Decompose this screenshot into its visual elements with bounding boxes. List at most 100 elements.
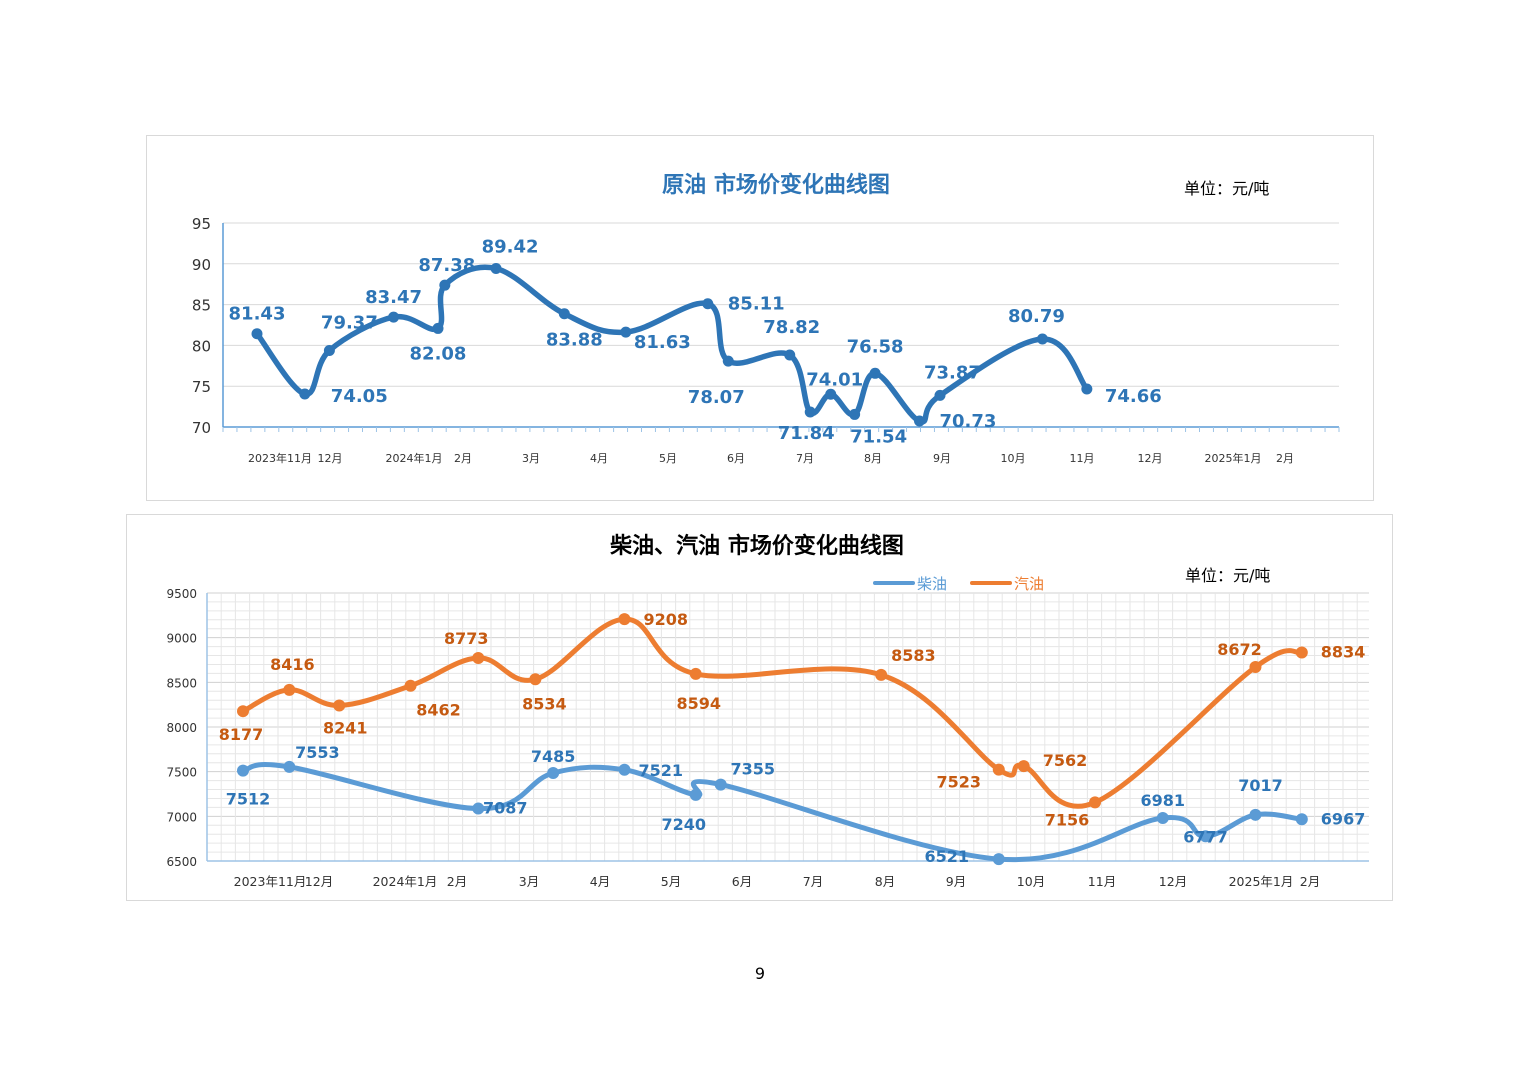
- data-point: [869, 367, 881, 379]
- gasoline-data-label: 8462: [416, 701, 461, 720]
- gasoline-data-label: 8241: [323, 718, 368, 737]
- diesel-gasoline-chart: 柴油、汽油 市场价变化曲线图 单位：元/吨 柴油 汽油 9500 9000 8500…: [126, 514, 1393, 901]
- data-points: [237, 613, 1308, 866]
- data-label: 89.42: [482, 237, 539, 258]
- diesel-data-point: [689, 788, 702, 801]
- diesel-data-label: 6981: [1141, 791, 1186, 810]
- data-label: 71.84: [778, 423, 835, 444]
- data-label: 83.88: [546, 330, 603, 351]
- x-tick-label: 2024年1月: [373, 874, 438, 889]
- x-tick-label: 9月: [933, 452, 951, 465]
- x-tick-label: 12月: [1159, 874, 1187, 889]
- diesel-data-point: [992, 853, 1005, 866]
- x-tick-label: 12月: [1138, 452, 1163, 465]
- y-tick-label: 8500: [166, 676, 197, 690]
- page-number: 9: [754, 964, 766, 983]
- gasoline-data-point: [1089, 796, 1102, 809]
- x-tick-label: 12月: [305, 874, 333, 889]
- data-point: [388, 311, 400, 323]
- diesel-data-label: 7240: [661, 815, 706, 834]
- diesel-data-label: 7512: [226, 790, 271, 809]
- data-label: 74.05: [331, 386, 388, 407]
- chart-unit-label: 单位：元/吨: [1185, 566, 1270, 585]
- x-tick-label: 7月: [796, 452, 814, 465]
- data-label: 70.73: [940, 411, 997, 432]
- gridlines: [206, 592, 1369, 862]
- gasoline-data-label: 7562: [1043, 751, 1088, 770]
- y-tick-label: 80: [192, 337, 211, 355]
- data-point: [299, 388, 311, 400]
- data-label: 78.82: [763, 317, 820, 338]
- gasoline-data-label: 7156: [1045, 810, 1090, 829]
- data-label: 80.79: [1008, 306, 1065, 327]
- diesel-data-point: [472, 802, 485, 815]
- gasoline-data-point: [529, 673, 542, 686]
- x-tick-label: 10月: [1017, 874, 1045, 889]
- crude-oil-chart-svg: 原油 市场价变化曲线图 单位：元/吨 95 90 85 80 75 70 2023年11月…: [192, 172, 1340, 465]
- diesel-data-label: 7553: [295, 743, 340, 762]
- data-point: [849, 408, 861, 420]
- diesel-data-point: [618, 763, 631, 776]
- diesel-data-point: [1249, 808, 1262, 821]
- y-tick-label: 9000: [166, 632, 197, 646]
- crude-oil-chart: 原油 市场价变化曲线图 单位：元/吨 95 90 85 80 75 70 2023年11月…: [146, 135, 1374, 501]
- legend: 柴油 汽油: [873, 575, 1044, 593]
- data-label: 73.87: [924, 362, 981, 383]
- legend-diesel-label: 柴油: [917, 575, 947, 593]
- data-point: [784, 349, 796, 361]
- data-label: 83.47: [365, 287, 422, 308]
- y-tick-label: 7000: [166, 810, 197, 824]
- x-tick-label: 8月: [875, 874, 895, 889]
- diesel-data-point: [547, 767, 560, 780]
- data-point: [1036, 333, 1048, 345]
- gasoline-data-label: 9208: [643, 610, 688, 629]
- gasoline-data-point: [1249, 660, 1262, 673]
- data-label: 76.58: [847, 336, 904, 357]
- data-point: [251, 328, 263, 340]
- gasoline-data-label: 8534: [522, 694, 567, 713]
- y-tick-label: 75: [192, 378, 211, 396]
- x-tick-label: 6月: [732, 874, 752, 889]
- gasoline-data-point: [618, 613, 631, 626]
- diesel-data-point: [1199, 830, 1212, 843]
- y-tick-label: 9500: [166, 587, 197, 601]
- gasoline-data-label: 8594: [676, 694, 721, 713]
- gasoline-data-label: 8773: [444, 629, 489, 648]
- data-point: [490, 263, 502, 275]
- x-tick-label: 11月: [1070, 452, 1095, 465]
- x-tick-label: 2024年1月: [386, 451, 443, 465]
- diesel-data-label: 7087: [483, 799, 528, 818]
- data-label: 71.54: [850, 426, 907, 447]
- gasoline-data-label: 7523: [937, 773, 982, 792]
- data-label: 81.43: [229, 304, 286, 325]
- gasoline-data-point: [875, 668, 888, 681]
- x-tick-label: 9月: [946, 874, 966, 889]
- x-tick-label: 5月: [659, 452, 677, 465]
- y-tick-label: 8000: [166, 721, 197, 735]
- x-tick-label: 12月: [318, 452, 343, 465]
- data-point: [825, 388, 837, 400]
- legend-gasoline-label: 汽油: [1014, 575, 1044, 593]
- gasoline-data-point: [472, 651, 485, 664]
- diesel-data-label: 7485: [531, 747, 576, 766]
- data-point: [620, 326, 632, 338]
- data-point: [702, 298, 714, 310]
- gasoline-data-point: [283, 683, 296, 696]
- gasoline-data-point: [1017, 760, 1030, 773]
- y-tick-label: 90: [192, 256, 211, 274]
- data-label: 85.11: [728, 294, 785, 315]
- x-tick-label: 8月: [864, 452, 882, 465]
- data-label: 78.07: [688, 387, 745, 408]
- data-point: [934, 389, 946, 401]
- diesel-data-label: 6967: [1321, 809, 1366, 828]
- chart-title: 原油 市场价变化曲线图: [662, 172, 890, 198]
- data-points: [251, 263, 1093, 427]
- data-label: 79.37: [321, 313, 378, 334]
- diesel-data-point: [714, 778, 727, 791]
- data-label: 87.38: [418, 255, 475, 276]
- x-tick-label: 5月: [661, 874, 681, 889]
- data-label: 81.63: [634, 332, 691, 353]
- diesel-line: [240, 762, 1305, 863]
- diesel-data-label: 6521: [925, 847, 970, 866]
- x-tick-label: 4月: [590, 874, 610, 889]
